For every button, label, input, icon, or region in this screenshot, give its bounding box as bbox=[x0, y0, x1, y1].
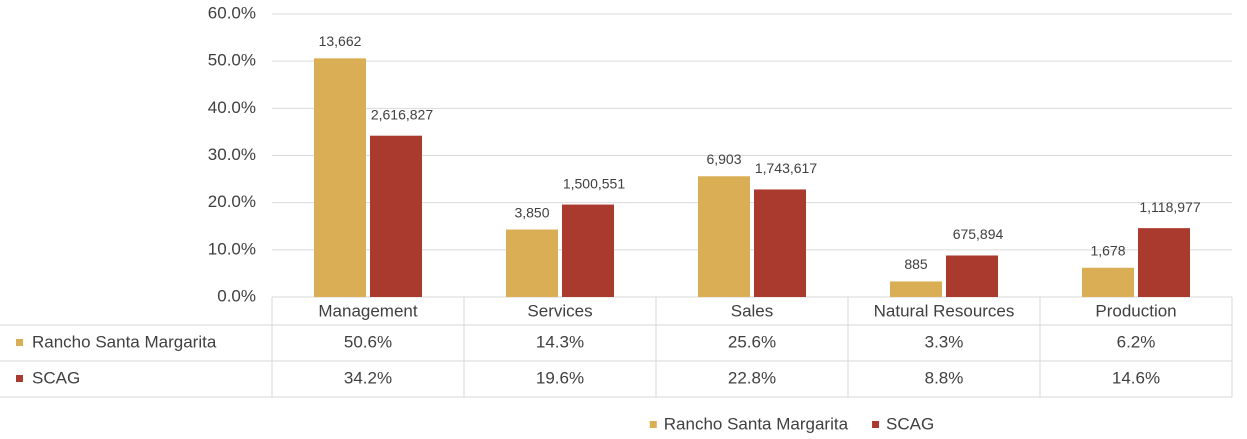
bar bbox=[506, 229, 558, 297]
legend-key bbox=[649, 421, 657, 428]
data-label: 3,850 bbox=[514, 204, 549, 220]
x-tick-label: Management bbox=[318, 301, 418, 320]
table-row-header: SCAG bbox=[32, 368, 80, 387]
data-label: 675,894 bbox=[953, 226, 1004, 242]
legend-key bbox=[872, 421, 880, 428]
data-label: 1,743,617 bbox=[755, 160, 817, 176]
table-legend-key bbox=[16, 375, 23, 382]
x-tick-label: Production bbox=[1095, 301, 1176, 320]
table-cell: 14.3% bbox=[536, 332, 584, 351]
x-tick-label: Sales bbox=[731, 301, 774, 320]
bar bbox=[946, 255, 998, 297]
table-cell: 3.3% bbox=[925, 332, 964, 351]
legend-label: SCAG bbox=[886, 414, 934, 433]
bar bbox=[698, 176, 750, 297]
y-tick-label: 40.0% bbox=[208, 98, 256, 117]
y-tick-label: 60.0% bbox=[208, 3, 256, 22]
table-row-header: Rancho Santa Margarita bbox=[32, 332, 217, 351]
data-label: 885 bbox=[904, 256, 928, 272]
x-tick-label: Services bbox=[527, 301, 592, 320]
y-tick-label: 30.0% bbox=[208, 145, 256, 164]
y-tick-label: 50.0% bbox=[208, 51, 256, 70]
bar bbox=[1082, 267, 1134, 297]
table-cell: 25.6% bbox=[728, 332, 776, 351]
table-cell: 22.8% bbox=[728, 368, 776, 387]
table-cell: 34.2% bbox=[344, 368, 392, 387]
legend-label: Rancho Santa Margarita bbox=[664, 414, 849, 433]
table-cell: 14.6% bbox=[1112, 368, 1160, 387]
y-tick-label: 10.0% bbox=[208, 239, 256, 258]
bar bbox=[890, 281, 942, 297]
legend: Rancho Santa Margarita SCAG bbox=[649, 414, 934, 433]
table-cell: 8.8% bbox=[925, 368, 964, 387]
y-tick-label: 0.0% bbox=[217, 286, 256, 305]
table-cell: 50.6% bbox=[344, 332, 392, 351]
bar bbox=[314, 58, 366, 297]
bar bbox=[370, 135, 422, 297]
y-tick-label: 20.0% bbox=[208, 192, 256, 211]
data-label: 1,500,551 bbox=[563, 175, 625, 191]
table-cell: 19.6% bbox=[536, 368, 584, 387]
bar bbox=[562, 204, 614, 297]
bar bbox=[754, 189, 806, 297]
bar bbox=[1138, 228, 1190, 297]
data-label: 2,616,827 bbox=[371, 106, 433, 122]
table-cell: 6.2% bbox=[1117, 332, 1156, 351]
data-label: 1,118,977 bbox=[1139, 199, 1200, 215]
x-tick-label: Natural Resources bbox=[874, 301, 1015, 320]
table-legend-key bbox=[16, 339, 23, 346]
data-label: 13,662 bbox=[319, 33, 362, 49]
data-label: 1,678 bbox=[1090, 242, 1125, 258]
data-label: 6,903 bbox=[706, 151, 741, 167]
